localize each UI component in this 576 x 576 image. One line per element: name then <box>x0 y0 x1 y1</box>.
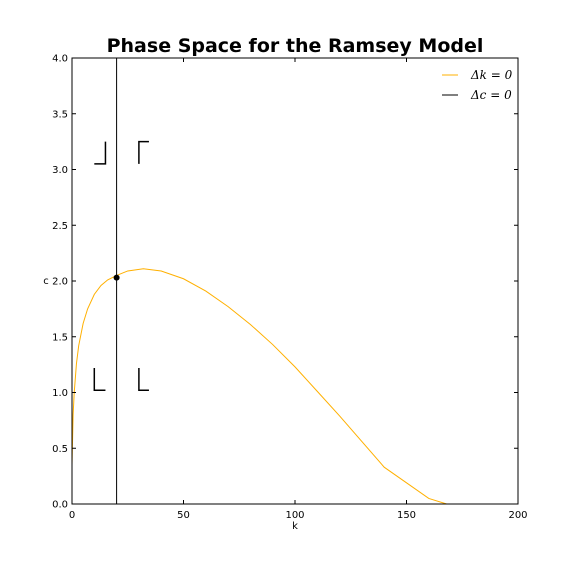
direction-arrow-2 <box>138 140 149 164</box>
plot-frame <box>71 57 519 505</box>
series-line-dk0 <box>72 268 447 504</box>
x-tick-label: 200 <box>508 510 527 521</box>
y-tick-label: 0.5 <box>52 444 68 455</box>
x-tick-label: 150 <box>397 510 416 521</box>
y-tick-label: 3.0 <box>52 165 68 176</box>
legend: Δk = 0 Δc = 0 <box>442 68 513 102</box>
x-tick-label: 50 <box>177 510 190 521</box>
direction-arrow-4 <box>138 367 149 392</box>
y-tick-label: 2.5 <box>52 221 68 232</box>
y-tick-label: 4.0 <box>52 54 68 65</box>
plot-area <box>71 57 519 505</box>
x-axis-label: k <box>292 521 298 532</box>
y-axis-label: c <box>43 276 49 287</box>
y-tick-label: 1.5 <box>52 332 68 343</box>
x-tick-label: 100 <box>285 510 304 521</box>
direction-arrow-1 <box>94 141 107 165</box>
axis-ticks: 0 50 100 150 200 0.0 0.5 1.0 1.5 2.0 2.5 3.0 3.5 4.0 <box>52 54 527 522</box>
y-tick-label: 3.5 <box>52 109 68 120</box>
steady-state-point <box>113 274 120 281</box>
legend-entry-label: Δk = 0 <box>470 68 513 82</box>
y-tick-label: 1.0 <box>52 388 68 399</box>
legend-entry-label: Δc = 0 <box>470 88 512 102</box>
x-tick-label: 0 <box>69 510 75 521</box>
y-tick-label: 0.0 <box>52 500 68 511</box>
y-tick-label: 2.0 <box>52 277 68 288</box>
chart-title: Phase Space for the Ramsey Model <box>107 35 484 57</box>
direction-arrow-3 <box>93 367 106 392</box>
